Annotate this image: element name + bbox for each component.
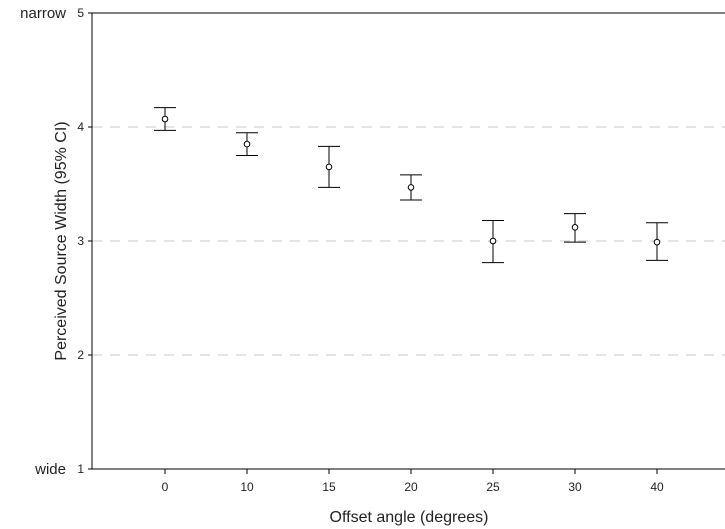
x-ticks: 0 10 15 20 25 30 40	[162, 469, 664, 494]
y-tick-label: 1	[77, 462, 84, 476]
error-bar-group	[564, 213, 586, 243]
y-tick-label: 5	[77, 6, 84, 20]
error-bar-group	[154, 107, 176, 131]
y-tick-label: 2	[77, 348, 84, 362]
error-bar-group	[400, 174, 422, 201]
x-tick-label: 10	[240, 480, 254, 494]
error-bar-group	[646, 222, 668, 261]
mean-point	[325, 163, 333, 171]
mean-point	[243, 140, 251, 148]
y-ticks: 1 2 3 4 5	[77, 6, 92, 476]
error-bar-group	[482, 219, 504, 264]
mean-point	[653, 238, 661, 246]
x-tick-label: 25	[486, 480, 500, 494]
x-tick-label: 20	[404, 480, 418, 494]
mean-point	[489, 237, 497, 245]
x-tick-label: 15	[322, 480, 336, 494]
x-axis-title: Offset angle (degrees)	[330, 509, 489, 526]
y-axis-title: Perceived Source Width (95% CI)	[53, 121, 70, 360]
y-tick-label: 4	[77, 120, 84, 134]
grid-lines	[92, 126, 725, 356]
data-marks	[154, 107, 668, 264]
mean-point	[161, 115, 169, 123]
error-bar-group	[318, 145, 340, 188]
x-tick-label: 30	[568, 480, 582, 494]
y-end-label-bottom: wide	[34, 461, 66, 478]
x-tick-label: 0	[162, 480, 169, 494]
mean-point	[571, 224, 579, 231]
x-tick-label: 40	[650, 480, 664, 494]
error-bar-group	[236, 132, 258, 156]
mean-point	[407, 184, 415, 191]
y-end-label-top: narrow	[20, 5, 66, 22]
y-tick-label: 3	[77, 234, 84, 248]
